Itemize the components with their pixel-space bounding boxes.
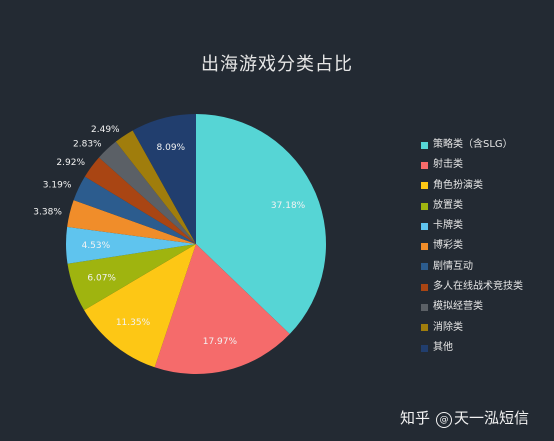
legend-item[interactable]: 策略类（含SLG）: [421, 135, 523, 155]
legend-swatch: [421, 222, 428, 230]
legend-item[interactable]: 射击类: [421, 155, 523, 175]
pie-slice: [67, 200, 196, 244]
legend-swatch: [421, 263, 428, 271]
pie-slice: [84, 244, 196, 368]
legend-label: 策略类（含SLG）: [433, 139, 513, 150]
legend-swatch: [421, 243, 428, 251]
legend-label: 消除类: [433, 321, 463, 333]
legend-label: 其他: [433, 341, 453, 353]
pie-slice: [84, 157, 196, 244]
slice-value-label: 2.49%: [91, 125, 120, 135]
slice-value-label: 37.18%: [271, 201, 306, 211]
chart-title: 出海游戏分类占比: [201, 54, 353, 75]
slice-value-label: 2.92%: [56, 158, 85, 168]
legend-label: 多人在线战术竞技类: [433, 281, 523, 293]
pie-slice: [67, 244, 196, 311]
legend-item[interactable]: 模拟经营类: [421, 297, 523, 317]
watermark-site: 知乎: [400, 409, 431, 427]
slice-value-label: 3.38%: [33, 207, 62, 217]
legend-swatch: [421, 283, 428, 291]
legend-swatch: [421, 141, 428, 149]
legend-swatch: [421, 304, 428, 312]
watermark: 知乎 @ 天一泓短信: [400, 407, 529, 428]
at-icon: @: [436, 412, 453, 428]
legend-label: 射击类: [433, 159, 463, 171]
pie-slice: [196, 114, 326, 335]
pie-slice: [65, 226, 197, 264]
legend-item[interactable]: 剧情互动: [421, 257, 523, 277]
legend-label: 卡牌类: [433, 220, 463, 232]
legend-item[interactable]: 放置类: [421, 196, 523, 216]
legend-label: 博彩类: [433, 240, 463, 252]
legend-label: 剧情互动: [433, 260, 473, 272]
pie-slice: [132, 114, 196, 244]
legend-swatch: [421, 161, 428, 169]
legend-swatch: [421, 344, 428, 352]
watermark-author: 天一泓短信: [454, 409, 530, 427]
legend-label: 放置类: [433, 199, 463, 211]
slice-value-label: 11.35%: [116, 318, 151, 328]
legend-swatch: [421, 202, 428, 210]
slice-value-label: 4.53%: [82, 241, 111, 251]
slice-value-label: 2.83%: [73, 139, 102, 149]
slice-value-label: 6.07%: [87, 274, 116, 284]
pie-slice: [98, 141, 196, 244]
legend-item[interactable]: 其他: [421, 338, 523, 358]
slice-value-label: 17.97%: [203, 337, 238, 347]
legend-item[interactable]: 博彩类: [421, 236, 523, 256]
legend-label: 角色扮演类: [433, 179, 483, 191]
legend-swatch: [421, 182, 428, 190]
pie-slice: [115, 130, 196, 244]
slice-value-label: 3.19%: [43, 181, 72, 191]
legend-label: 模拟经营类: [433, 301, 483, 313]
legend-item[interactable]: 多人在线战术竞技类: [421, 277, 523, 297]
chart-legend: 策略类（含SLG） 射击类角色扮演类放置类卡牌类博彩类剧情互动多人在线战术竞技类模…: [421, 135, 523, 358]
legend-item[interactable]: 卡牌类: [421, 216, 523, 236]
slice-value-label: 8.09%: [157, 143, 186, 153]
pie-slice: [154, 244, 290, 374]
pie-slice: [73, 176, 196, 244]
legend-swatch: [421, 324, 428, 332]
legend-item[interactable]: 消除类: [421, 318, 523, 338]
legend-item[interactable]: 角色扮演类: [421, 176, 523, 196]
